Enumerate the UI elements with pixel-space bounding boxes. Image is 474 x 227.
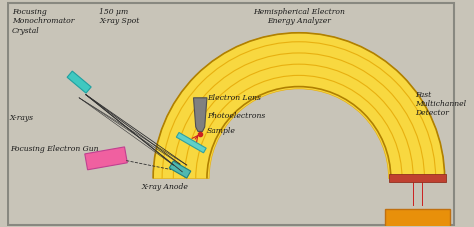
Polygon shape: [85, 147, 128, 170]
Text: Sample: Sample: [207, 127, 236, 136]
Wedge shape: [153, 33, 445, 178]
Text: X-rays: X-rays: [9, 114, 34, 122]
FancyBboxPatch shape: [169, 161, 191, 178]
Text: X-ray Anode: X-ray Anode: [142, 183, 189, 192]
Bar: [389, 174, 446, 182]
Text: Focusing
Monochromator
Crystal: Focusing Monochromator Crystal: [12, 8, 74, 35]
Text: Fast
Multichannel
Detector: Fast Multichannel Detector: [416, 91, 466, 118]
Text: 150 μm
X-ray Spot: 150 μm X-ray Spot: [100, 8, 140, 25]
Text: Electron Lens: Electron Lens: [207, 94, 261, 102]
Text: Focusing Electron Gun: Focusing Electron Gun: [9, 145, 98, 153]
Polygon shape: [193, 98, 207, 131]
Text: Photoelectrons: Photoelectrons: [207, 112, 265, 120]
FancyBboxPatch shape: [176, 133, 206, 153]
FancyBboxPatch shape: [385, 209, 450, 227]
Polygon shape: [67, 71, 91, 93]
Text: Hemispherical Electron
Energy Analyzer: Hemispherical Electron Energy Analyzer: [253, 8, 345, 25]
